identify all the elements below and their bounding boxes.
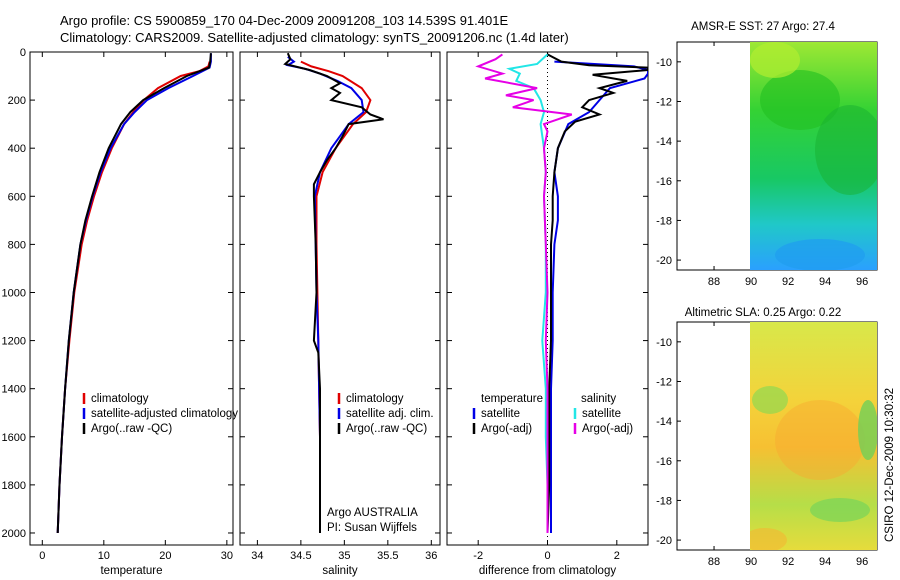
principal-investigator: PI: Susan Wijffels [327,522,417,534]
temperature-series-line [56,61,211,534]
sst-map-xtick-label: 88 [708,276,720,288]
salinity-series-line [283,52,384,533]
depth-tick-label: 1600 [2,432,26,444]
depth-tick-label: 1400 [2,384,26,396]
difference-xlabel: difference from climatology [479,565,616,577]
depth-tick-label: 2000 [2,528,26,540]
salinity-xtick-label: 35 [338,550,350,562]
temperature-xtick-label: 20 [159,550,171,562]
sst-field [750,42,877,270]
salinity-legend-label: Argo(..raw -QC) [346,423,427,435]
difference-xtick-label: 2 [614,550,620,562]
sla-map-title: Altimetric SLA: 0.25 Argo: 0.22 [685,307,842,319]
sla-map-xtick-label: 92 [782,556,794,568]
temperature-xtick-label: 30 [221,550,233,562]
sla-map-ytick-label: -18 [656,495,672,507]
salinity-xtick-label: 34 [251,550,263,562]
sst-map-xtick-label: 96 [856,276,868,288]
difference-panel: -2 0 2 difference from climatology temperatu… [446,51,649,577]
depth-tick-label: 800 [8,239,26,251]
sst-map-xtick-label: 94 [819,276,831,288]
temperature-panel: 0 10 20 30 0 200 400 600 800 1000 1200 1400 1600 1800… [2,47,239,577]
sst-map-ytick-label: -18 [656,215,672,227]
difference-series-line [546,53,648,534]
temperature-xlabel: temperature [100,565,162,577]
sst-map-xtick-label: 90 [745,276,757,288]
salinity-series-line [285,56,365,533]
sla-map-ytick-label: -12 [656,376,672,388]
sla-map-xtick-label: 94 [819,556,831,568]
legend-sal-satellite-label: satellite [582,408,621,420]
difference-series-line [475,53,573,533]
salinity-xtick-label: 34.5 [290,550,311,562]
temperature-xtick-label: 0 [39,550,45,562]
header-line-1: Argo profile: CS 5900859_170 04-Dec-2009… [60,13,508,28]
salinity-legend-label: climatology [346,393,404,405]
temperature-series-line [56,53,212,534]
depth-tick-label: 1000 [2,287,26,299]
sst-map-ytick-label: -14 [656,136,672,148]
salinity-xtick-label: 35.5 [377,550,398,562]
sla-map-xtick-label: 88 [708,556,720,568]
temperature-series-line [56,53,212,534]
depth-tick-label: 200 [8,95,26,107]
sla-map-xtick-label: 90 [745,556,757,568]
temperature-legend-label: satellite-adjusted climatology [91,408,238,420]
temperature-axes-box [29,51,234,546]
side-stamp: CSIRO 12-Dec-2009 10:30:32 [884,388,896,542]
temperature-xtick-label: 10 [98,550,110,562]
sla-map-xtick-label: 96 [856,556,868,568]
depth-tick-label: 1200 [2,336,26,348]
sla-map-ytick-label: -14 [656,416,672,428]
sla-map-ytick-label: -20 [656,535,672,547]
depth-tick-label: 600 [8,191,26,203]
difference-xtick-label: 0 [544,550,550,562]
sla-map-ytick-label: -10 [656,337,672,349]
sst-map-title: AMSR-E SST: 27 Argo: 27.4 [691,21,835,33]
sla-map-ytick-label: -16 [656,456,672,468]
salinity-series-line [300,60,372,533]
sst-map-xtick-label: 92 [782,276,794,288]
temperature-legend-label: climatology [91,393,149,405]
legend-temp-satellite-label: satellite [481,408,520,420]
header-line-2: Climatology: CARS2009. Satellite-adjuste… [60,30,569,45]
sst-map-ytick-label: -12 [656,96,672,108]
difference-series-line [550,60,648,533]
salinity-panel: 34 34.5 35 35.5 36 salinity climatology satelli… [239,51,441,577]
depth-tick-label: 400 [8,143,26,155]
legend-salinity-title: salinity [581,393,616,405]
temperature-legend-label: Argo(..raw -QC) [91,423,172,435]
salinity-legend-label: satellite adj. clim. [346,408,434,420]
legend-sal-argo-label: Argo(-adj) [582,423,633,435]
depth-tick-label: 0 [20,47,26,59]
depth-tick-label: 1800 [2,480,26,492]
sst-map-ytick-label: -20 [656,255,672,267]
legend-temp-argo-label: Argo(-adj) [481,423,532,435]
sst-map-ytick-label: -10 [656,57,672,69]
legend-temperature-title: temperature [481,393,543,405]
salinity-xtick-label: 36 [425,550,437,562]
sla-field [750,322,877,550]
float-owner: Argo AUSTRALIA [327,507,418,519]
difference-series-line [506,53,549,533]
salinity-xlabel: salinity [322,565,357,577]
sst-map-ytick-label: -16 [656,176,672,188]
difference-xtick-label: -2 [473,550,483,562]
salinity-axes-box [239,51,441,546]
